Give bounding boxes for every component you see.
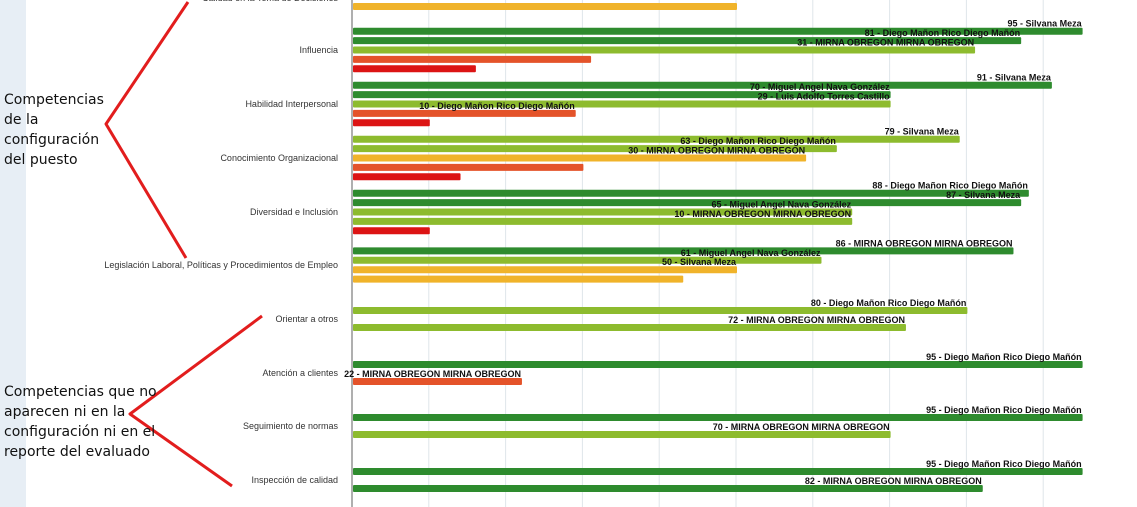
bar: [353, 173, 461, 181]
bar: [353, 275, 684, 283]
bar: [353, 91, 891, 99]
data-label: 72 - MIRNA OBREGON MIRNA OBREGON: [728, 315, 905, 325]
data-label: 80 - Diego Mañon Rico Diego Mañón: [811, 298, 967, 308]
bar: [353, 46, 976, 54]
bar: [353, 100, 891, 108]
category-label: Diversidad e Inclusión: [250, 207, 338, 217]
category-label: Habilidad Interpersonal: [245, 99, 338, 109]
bar: [353, 468, 1083, 475]
data-label: 65 - Miguel Angel Nava González: [711, 200, 851, 210]
bar: [353, 27, 1083, 35]
category-label: Orientar a otros: [275, 314, 338, 324]
data-label: 95 - Diego Mañon Rico Diego Mañón: [926, 352, 1082, 362]
bar: [353, 135, 960, 143]
bar: [353, 37, 1022, 45]
bracket-line-configured: [104, 1, 190, 259]
data-label: 63 - Diego Mañon Rico Diego Mañón: [680, 136, 836, 146]
data-label: 87 - Silvana Meza: [946, 190, 1021, 200]
data-label: 31 - MIRNA OBREGON MIRNA OBREGON: [797, 38, 974, 48]
data-label: 10 - Diego Mañon Rico Diego Mañón: [419, 101, 575, 111]
bar: [353, 378, 522, 385]
bar: [353, 307, 968, 314]
bar: [353, 431, 891, 438]
bar: [353, 109, 576, 117]
bar: [353, 199, 1022, 207]
data-label: 81 - Diego Mañon Rico Diego Mañón: [865, 28, 1021, 38]
data-label: 61 - Miguel Angel Nava González: [681, 248, 821, 258]
category-label: Inspección de calidad: [251, 475, 338, 485]
bar: [353, 227, 430, 235]
bar: [353, 163, 584, 171]
data-label: 91 - Silvana Meza: [977, 73, 1052, 83]
bar: [353, 81, 1052, 89]
category-label: Influencia: [299, 45, 338, 55]
bar: [353, 485, 983, 492]
bar: [353, 145, 837, 153]
data-label: 22 - MIRNA OBREGON MIRNA OBREGON: [344, 369, 521, 379]
data-label: 50 - Silvana Meza: [662, 257, 737, 267]
category-label: Atención a clientes: [262, 368, 338, 378]
bar: [353, 256, 822, 264]
data-label: 30 - MIRNA OBREGON MIRNA OBREGON: [628, 146, 805, 156]
data-label: 82 - MIRNA OBREGON MIRNA OBREGON: [805, 476, 982, 486]
bar: [353, 361, 1083, 368]
data-label: 10 - MIRNA OBREGON MIRNA OBREGON: [674, 209, 851, 219]
data-label: 29 - Luis Adolfo Torres Castillo: [758, 92, 891, 102]
data-label: 79 - Silvana Meza: [885, 127, 960, 137]
data-label: 95 - Diego Mañon Rico Diego Mañón: [926, 459, 1082, 469]
bar: [353, 154, 807, 162]
bar: [353, 65, 476, 73]
bar: [353, 189, 1029, 197]
bar: [353, 247, 1014, 255]
bar: [353, 208, 853, 216]
category-label: Calidad en la Toma de Decisiones: [202, 0, 338, 3]
data-label: 88 - Diego Mañon Rico Diego Mañón: [872, 181, 1028, 191]
bar: [353, 119, 430, 127]
bar: [353, 3, 737, 10]
annotation-unconfigured-competencies: Competencias que no aparecen ni en la co…: [4, 384, 157, 460]
data-label: 86 - MIRNA OBREGON MIRNA OBREGON: [836, 238, 1013, 248]
data-label: 70 - MIRNA OBREGON MIRNA OBREGON: [713, 422, 890, 432]
data-label: 95 - Silvana Meza: [1008, 19, 1083, 29]
bar: [353, 55, 592, 63]
category-label: Conocimiento Organizacional: [220, 153, 338, 163]
data-label: 70 - Miguel Angel Nava González: [750, 82, 890, 92]
bar: [353, 414, 1083, 421]
left-side-strip: [0, 0, 26, 507]
bracket-line-unconfigured: [128, 314, 263, 488]
bar: [353, 266, 737, 274]
bar: [353, 217, 853, 225]
data-label: 95 - Diego Mañon Rico Diego Mañón: [926, 405, 1082, 415]
category-label: Legislación Laboral, Políticas y Procedi…: [104, 260, 338, 270]
category-label: Seguimiento de normas: [243, 421, 339, 431]
bar: [353, 324, 906, 331]
annotation-configured-competencies: Competencias de la configuración del pue…: [4, 92, 104, 168]
